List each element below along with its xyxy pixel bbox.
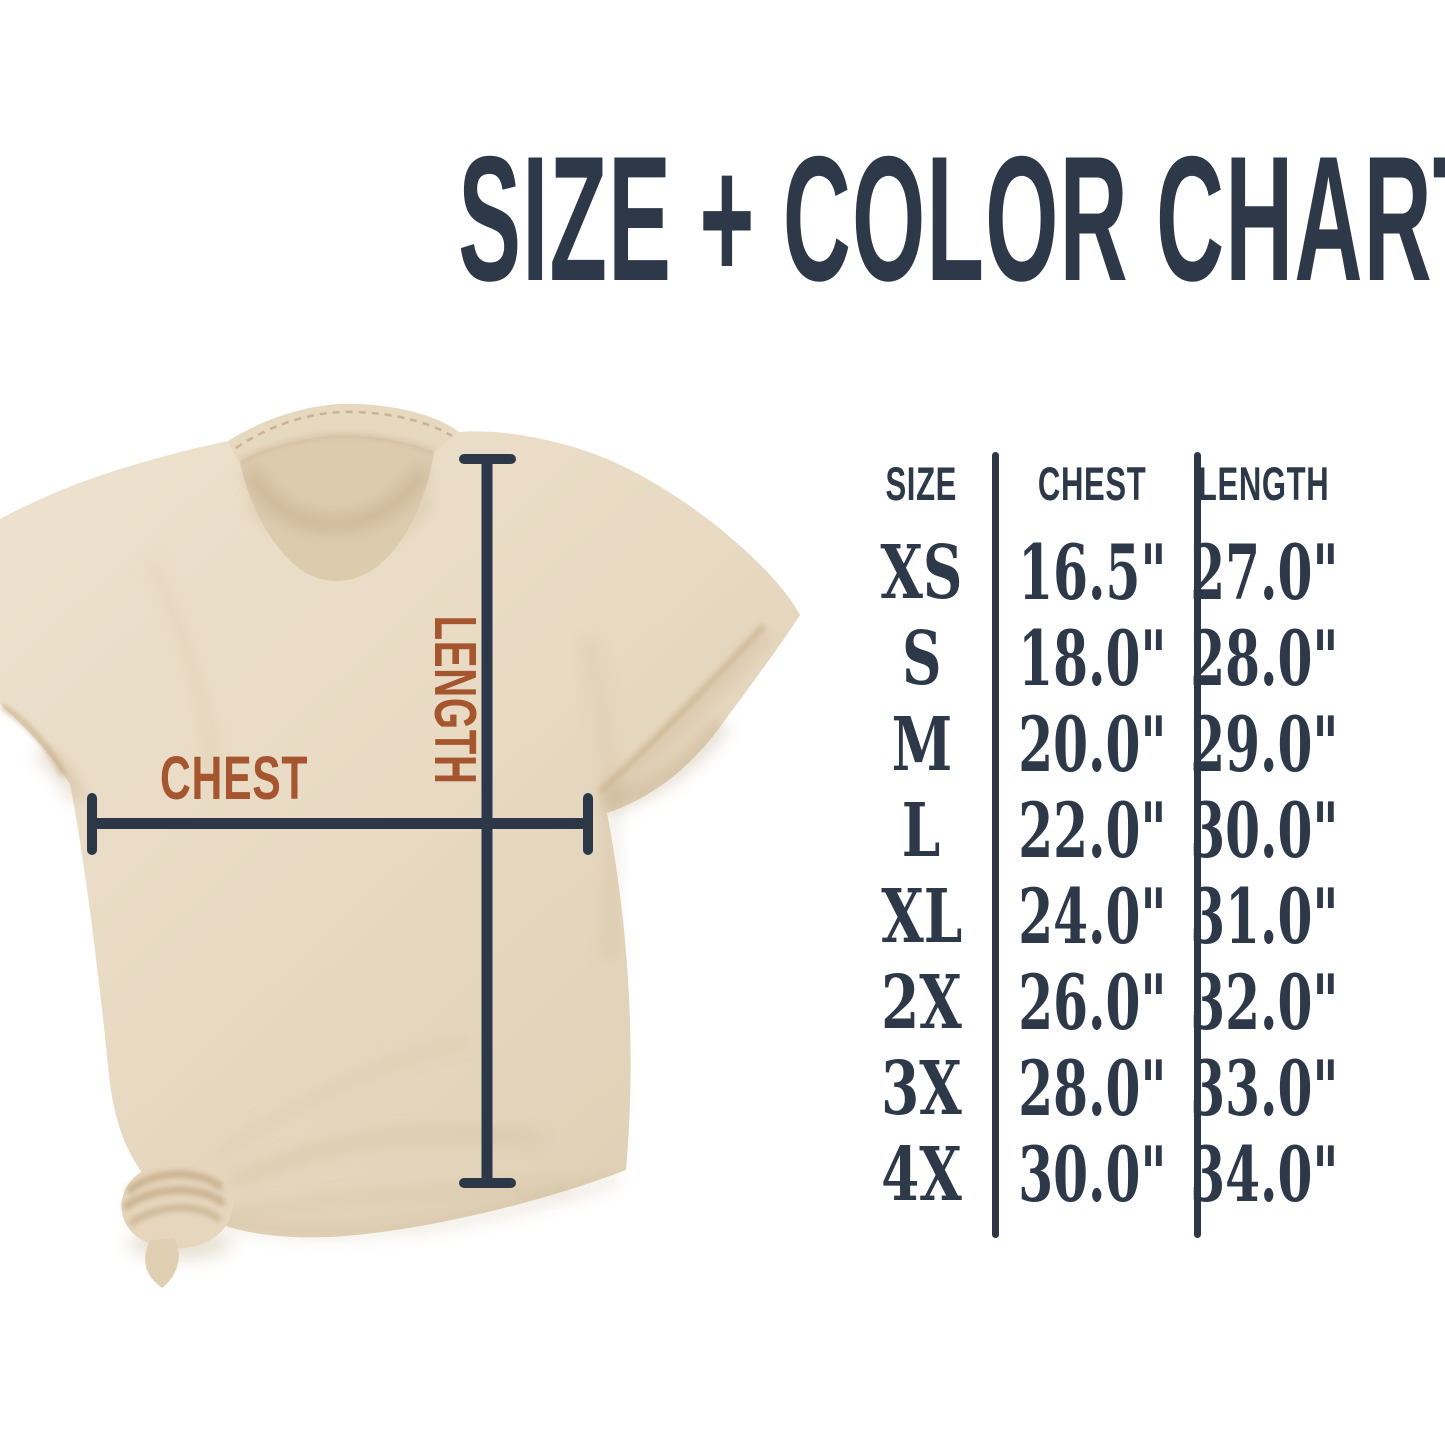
size-cell: 2X	[881, 960, 962, 1046]
size-cell: M	[891, 702, 952, 788]
table-header-chest: CHEST	[1038, 456, 1147, 510]
hem-knot	[121, 1161, 234, 1288]
measurement-lines	[87, 454, 593, 1188]
length-cell: 28.0"	[1189, 614, 1339, 703]
chest-cell: 18.0"	[1018, 614, 1167, 703]
length-cell: 34.0"	[1189, 1130, 1339, 1219]
length-cell: 32.0"	[1189, 958, 1339, 1047]
size-cell: 3X	[881, 1046, 962, 1132]
size-cell: S	[901, 616, 942, 702]
length-measurement-label: LENGTH	[422, 615, 488, 785]
chest-cell: 28.0"	[1018, 1044, 1167, 1133]
length-cell: 27.0"	[1189, 528, 1339, 617]
size-chart-table: SIZE CHEST LENGTH XS 16.5" 27.0" S 18.0"…	[852, 444, 1339, 1219]
size-cell: XL	[880, 874, 962, 960]
chest-line-right-cap	[583, 793, 593, 855]
table-header-size: SIZE	[885, 456, 958, 510]
chest-cell: 24.0"	[1018, 872, 1167, 961]
chest-cell: 20.0"	[1018, 700, 1167, 789]
length-line-top-cap	[459, 454, 516, 464]
chest-cell: 26.0"	[1018, 958, 1167, 1047]
chest-line	[92, 818, 590, 829]
table-header-length: LENGTH	[1198, 456, 1330, 510]
size-cell: L	[902, 788, 941, 874]
chest-cell: 16.5"	[1018, 528, 1167, 617]
page-title: SIZE + COLOR CHART	[458, 119, 1445, 318]
table-divider-2	[1194, 452, 1201, 1238]
size-cell: 4X	[881, 1132, 962, 1218]
length-cell: 30.0"	[1189, 786, 1339, 875]
length-cell: 31.0"	[1189, 872, 1339, 961]
chest-cell: 30.0"	[1018, 1130, 1167, 1219]
collar-opening	[240, 435, 434, 581]
collar	[228, 403, 459, 581]
chest-cell: 22.0"	[1018, 786, 1167, 875]
length-cell: 33.0"	[1189, 1044, 1339, 1133]
chest-measurement-label: CHEST	[160, 744, 309, 812]
size-cell: XS	[880, 530, 963, 616]
page-title-wrap: SIZE + COLOR CHART	[0, 130, 1445, 308]
collar-stitching	[235, 410, 453, 450]
chest-line-left-cap	[87, 793, 97, 855]
table-divider-1	[992, 452, 999, 1238]
length-line-bottom-cap	[459, 1178, 516, 1188]
length-cell: 29.0"	[1189, 700, 1339, 789]
